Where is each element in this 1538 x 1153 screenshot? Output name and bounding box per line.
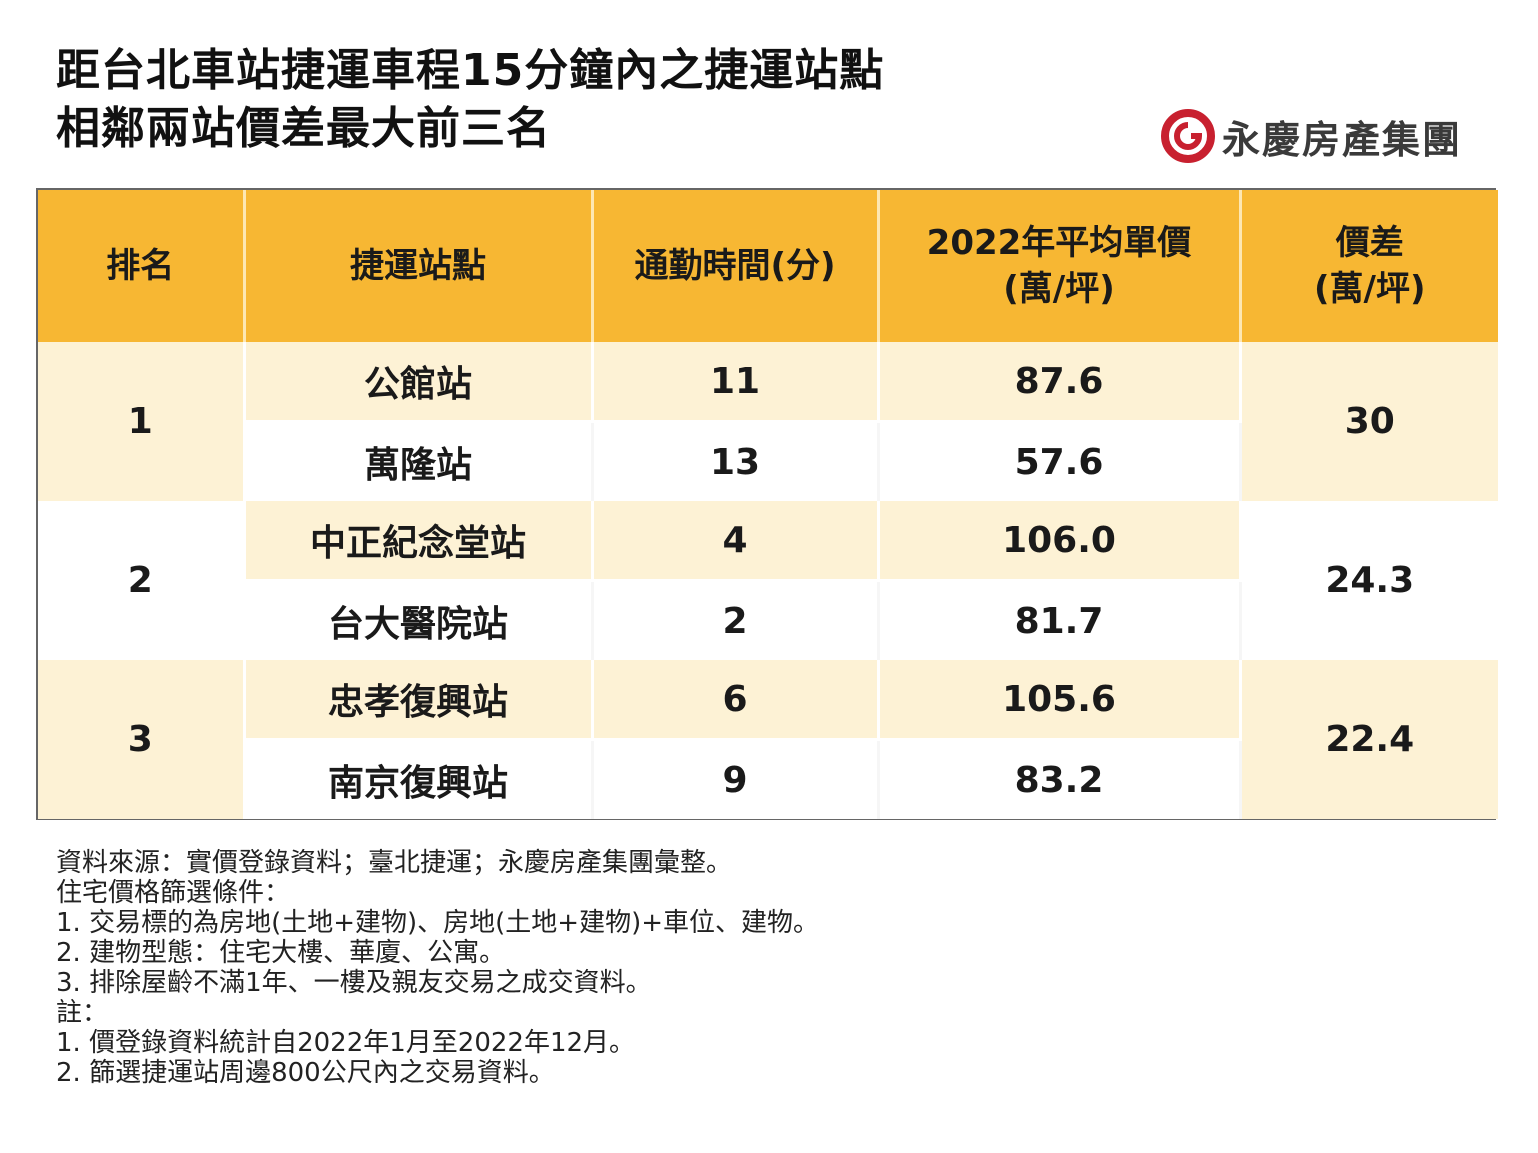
price-cell: 106.0: [878, 501, 1242, 582]
commute-cell: 6: [592, 660, 880, 741]
table-row: 南京復興站 9 83.2: [38, 739, 1498, 819]
table-row: 3 忠孝復興站 6 105.6 22.4: [38, 660, 1498, 819]
commute-cell: 4: [592, 501, 880, 582]
commute-cell: 2: [592, 580, 880, 660]
diff-cell: 30: [1240, 342, 1498, 501]
brand-logo: 永慶房產集團: [1160, 108, 1462, 164]
note-line: 資料來源：實價登錄資料；臺北捷運；永慶房產集團彙整。: [56, 848, 733, 878]
header-diff-line-1: 價差: [1335, 223, 1404, 263]
note-line: 2. 建物型態：住宅大樓、華廈、公寓。: [56, 938, 506, 968]
station-cell: 中正紀念堂站: [244, 501, 594, 582]
note-line: 註：: [56, 998, 109, 1028]
note-line: 住宅價格篩選條件：: [56, 878, 291, 908]
title-line-2: 相鄰兩站價差最大前三名: [56, 103, 551, 154]
header-price-line-2: (萬/坪): [1003, 269, 1115, 309]
header-price-line-1: 2022年平均單價: [926, 223, 1192, 263]
rank-cell: 3: [38, 660, 246, 819]
title-line-1: 距台北車站捷運車程15分鐘內之捷運站點: [56, 45, 885, 96]
commute-cell: 13: [592, 421, 880, 501]
station-cell: 南京復興站: [244, 739, 594, 819]
station-cell: 公館站: [244, 342, 594, 423]
station-cell: 忠孝復興站: [244, 660, 594, 741]
rank-cell: 2: [38, 501, 246, 660]
table-row: 萬隆站 13 57.6: [38, 421, 1498, 501]
header-diff-line-2: (萬/坪): [1314, 269, 1426, 309]
commute-cell: 9: [592, 739, 880, 819]
station-cell: 萬隆站: [244, 421, 594, 501]
rank-cell: 1: [38, 342, 246, 501]
price-cell: 87.6: [878, 342, 1242, 423]
table-row: 2 中正紀念堂站 4 106.0 24.3: [38, 501, 1498, 660]
page-title: 距台北車站捷運車程15分鐘內之捷運站點 相鄰兩站價差最大前三名: [56, 42, 884, 158]
price-cell: 57.6: [878, 421, 1242, 501]
brand-logo-text: 永慶房產集團: [1222, 117, 1463, 162]
note-line: 3. 排除屋齡不滿1年、一樓及親友交易之成交資料。: [56, 968, 652, 998]
price-diff-table: 排名 捷運站點 通勤時間(分) 2022年平均單價 (萬/坪) 價差 (萬/坪)…: [36, 188, 1498, 820]
table-header-row: 排名 捷運站點 通勤時間(分) 2022年平均單價 (萬/坪) 價差 (萬/坪): [38, 190, 1498, 342]
footnotes: 資料來源：實價登錄資料；臺北捷運；永慶房產集團彙整。 住宅價格篩選條件： 1. …: [56, 848, 819, 1088]
station-cell: 台大醫院站: [244, 580, 594, 660]
commute-cell: 11: [592, 342, 880, 423]
price-cell: 81.7: [878, 580, 1242, 660]
note-line: 1. 交易標的為房地(土地+建物)、房地(土地+建物)+車位、建物。: [56, 908, 820, 938]
price-cell: 105.6: [878, 660, 1242, 741]
note-line: 2. 篩選捷運站周邊800公尺內之交易資料。: [56, 1058, 555, 1088]
price-cell: 83.2: [878, 739, 1242, 819]
note-line: 1. 價登錄資料統計自2022年1月至2022年12月。: [56, 1028, 636, 1058]
diff-cell: 24.3: [1240, 501, 1498, 660]
header-diff: 價差 (萬/坪): [1240, 190, 1498, 342]
table-row: 台大醫院站 2 81.7: [38, 580, 1498, 660]
header-price: 2022年平均單價 (萬/坪): [878, 190, 1242, 342]
table-row: 1 公館站 11 87.6 30: [38, 342, 1498, 501]
diff-cell: 22.4: [1240, 660, 1498, 819]
yungching-logo-icon: [1161, 109, 1215, 163]
header-commute: 通勤時間(分): [592, 190, 880, 342]
header-rank: 排名: [38, 190, 246, 342]
header-station: 捷運站點: [244, 190, 594, 342]
